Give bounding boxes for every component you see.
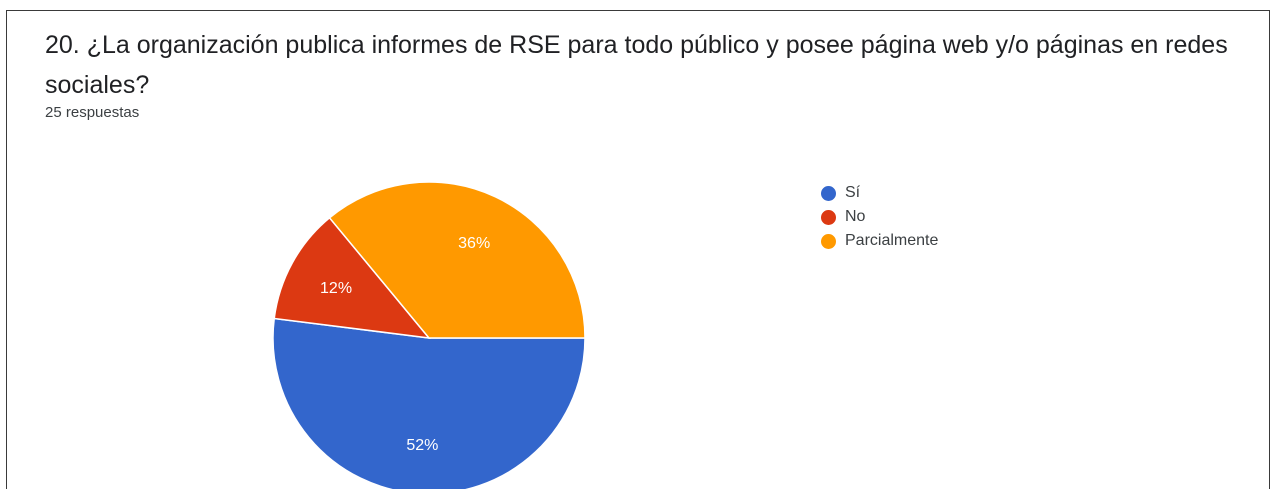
- legend-swatch-icon: [821, 233, 836, 249]
- slice-percent-label: 52%: [406, 437, 438, 454]
- legend-item-si[interactable]: Sí: [821, 181, 938, 205]
- legend-item-parcialmente[interactable]: Parcialmente: [821, 229, 938, 253]
- slice-percent-label: 12%: [320, 280, 352, 297]
- response-count: 25 respuestas: [45, 104, 140, 121]
- pie-slice-si[interactable]: [272, 317, 586, 489]
- pie-chart: 52% 12% 36%: [272, 181, 586, 489]
- legend-label: Sí: [845, 184, 861, 201]
- legend-item-no[interactable]: No: [821, 205, 938, 229]
- pie-slice-no[interactable]: [273, 216, 431, 339]
- legend-swatch-icon: [821, 185, 836, 201]
- pie-slice-parcialmente[interactable]: [328, 181, 586, 339]
- slice-percent-label: 36%: [458, 235, 490, 252]
- legend-label: Parcialmente: [845, 232, 939, 249]
- pie-slice-labels: 52% 12% 36%: [320, 235, 490, 454]
- legend-label: No: [845, 208, 866, 225]
- legend: Sí No Parcialmente: [821, 181, 938, 253]
- question-card: 20. ¿La organización publica informes de…: [6, 10, 1270, 489]
- question-title: 20. ¿La organización publica informes de…: [45, 31, 1228, 99]
- pie-slices: [272, 181, 586, 489]
- legend-swatch-icon: [821, 209, 836, 225]
